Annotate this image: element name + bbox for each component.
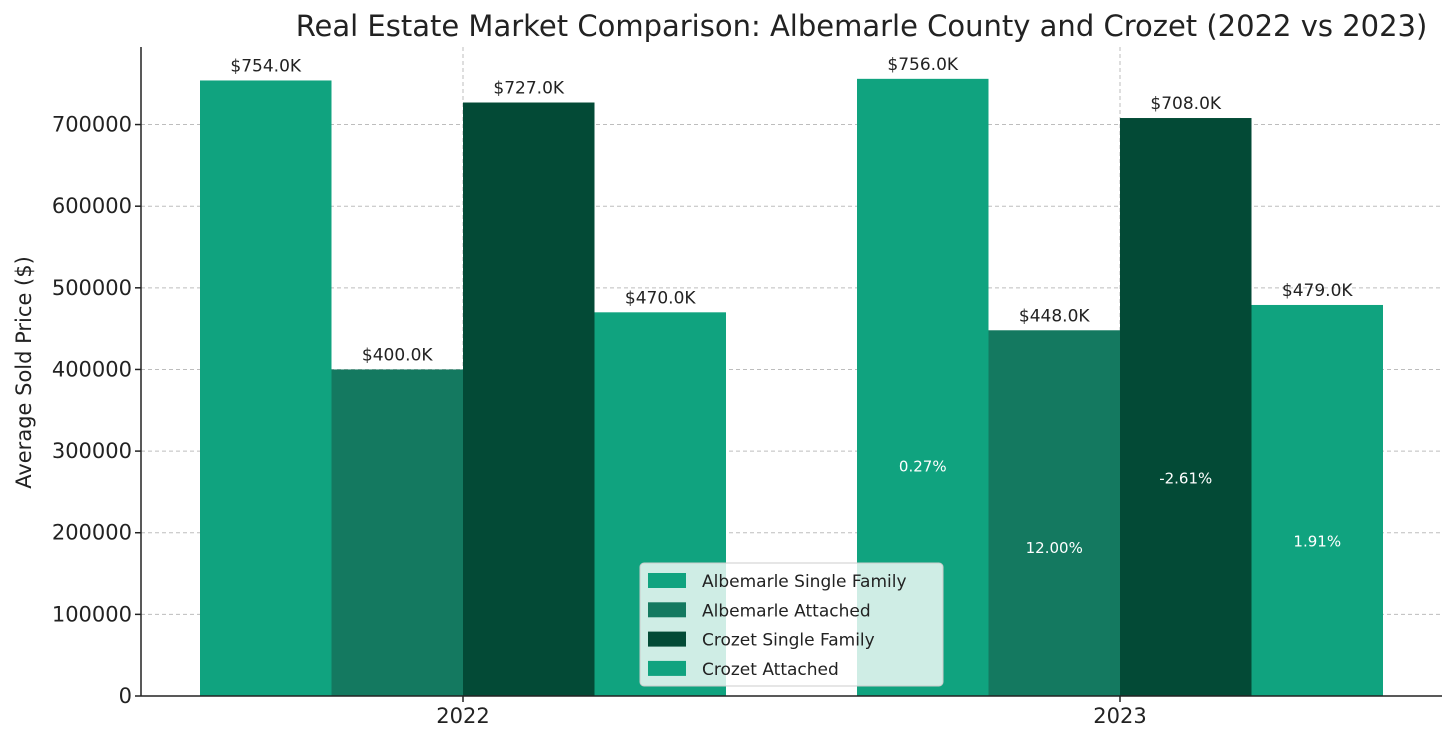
y-axis-label: Average Sold Price ($) <box>12 256 36 489</box>
legend-swatch <box>648 573 686 588</box>
legend-box <box>639 562 944 687</box>
bar <box>988 330 1120 696</box>
legend-label: Albemarle Attached <box>702 601 871 621</box>
bar-value-label: $448.0K <box>1019 306 1090 326</box>
y-tick-label: 400000 <box>52 357 132 381</box>
bar <box>463 102 595 696</box>
bar-value-label: $756.0K <box>887 55 958 75</box>
legend-label: Crozet Attached <box>702 660 839 680</box>
y-tick-label: 100000 <box>52 602 132 626</box>
y-tick-label: 700000 <box>52 113 132 137</box>
y-tick-label: 300000 <box>52 439 132 463</box>
bar-value-label: $479.0K <box>1282 281 1353 301</box>
legend-label: Crozet Single Family <box>702 631 875 651</box>
bar <box>1251 304 1383 696</box>
y-tick-label: 500000 <box>52 276 132 300</box>
bar <box>200 80 332 696</box>
bar-value-label: $708.0K <box>1150 94 1221 114</box>
percent-change-label: 1.91% <box>1293 533 1341 551</box>
legend-swatch <box>648 660 686 676</box>
bar <box>1120 118 1252 696</box>
legend-label: Albemarle Single Family <box>702 572 907 592</box>
y-tick-label: 600000 <box>52 194 132 218</box>
x-tick-label: 2023 <box>1093 704 1146 728</box>
percent-change-label: 0.27% <box>899 458 947 476</box>
bar-value-label: $400.0K <box>362 345 433 365</box>
bar <box>331 369 463 696</box>
bar-value-label: $470.0K <box>625 288 696 308</box>
percent-change-label: 12.00% <box>1026 539 1083 557</box>
chart-title: Real Estate Market Comparison: Albemarle… <box>296 9 1428 43</box>
legend-swatch <box>648 631 686 647</box>
percent-change-label: -2.61% <box>1159 470 1212 488</box>
y-tick-label: 0 <box>119 684 132 708</box>
bar-value-label: $754.0K <box>230 56 301 76</box>
bar-value-label: $727.0K <box>493 79 564 99</box>
y-tick-label: 200000 <box>52 521 132 545</box>
x-tick-label: 2022 <box>436 704 489 728</box>
legend-swatch <box>648 602 686 618</box>
